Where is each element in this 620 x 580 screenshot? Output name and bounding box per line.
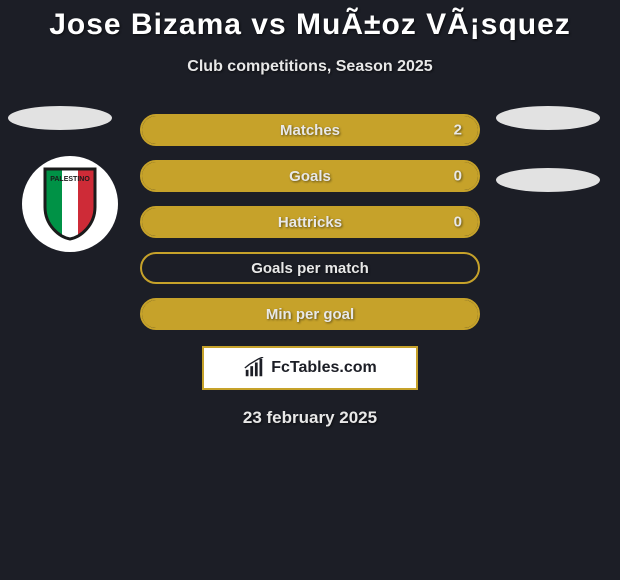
chart-icon (243, 357, 265, 379)
stat-label: Min per goal (266, 306, 354, 323)
footer-date: 23 february 2025 (0, 408, 620, 428)
brand-text: FcTables.com (271, 359, 377, 377)
page-subtitle: Club competitions, Season 2025 (0, 58, 620, 76)
stat-label: Goals (289, 168, 331, 185)
player-marker (496, 168, 600, 192)
brand-box[interactable]: FcTables.com (202, 346, 418, 390)
player-marker (496, 106, 600, 130)
left-player-markers (8, 106, 112, 130)
stat-bar-matches: Matches 2 (140, 114, 480, 146)
stat-value: 0 (454, 214, 462, 231)
comparison-content: PALESTINO Matches 2 Goals 0 Hattricks 0 … (0, 114, 620, 428)
right-player-markers (496, 106, 600, 192)
stat-value: 2 (454, 122, 462, 139)
stat-label: Goals per match (251, 260, 369, 277)
shield-icon: PALESTINO (41, 167, 99, 241)
club-badge-palestino: PALESTINO (22, 156, 118, 252)
stat-bar-goals-per-match: Goals per match (140, 252, 480, 284)
stat-bar-hattricks: Hattricks 0 (140, 206, 480, 238)
stat-label: Matches (280, 122, 340, 139)
stat-bar-goals: Goals 0 (140, 160, 480, 192)
stat-bar-min-per-goal: Min per goal (140, 298, 480, 330)
page-title: Jose Bizama vs MuÃ±oz VÃ¡squez (0, 0, 620, 42)
stat-label: Hattricks (278, 214, 342, 231)
badge-text: PALESTINO (50, 176, 90, 183)
stat-value: 0 (454, 168, 462, 185)
stat-bars: Matches 2 Goals 0 Hattricks 0 Goals per … (140, 114, 480, 330)
player-marker (8, 106, 112, 130)
